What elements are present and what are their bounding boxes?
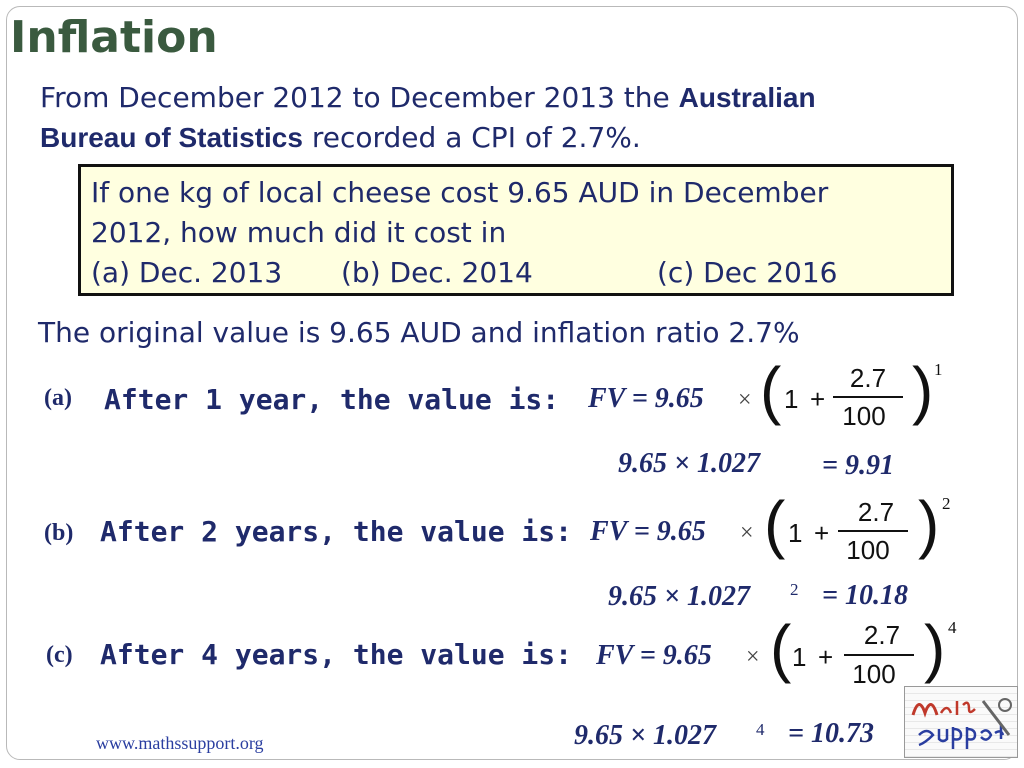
close-paren: ): [912, 354, 934, 426]
maths-support-logo-icon: [904, 686, 1018, 758]
open-paren: (: [764, 488, 786, 560]
exponent: 2: [942, 494, 951, 513]
question-line-2: 2012, how much did it cost in: [91, 216, 507, 249]
part-label: (a): [44, 385, 72, 411]
intro-bold-1: Australian: [678, 82, 816, 113]
fv-formula: FV = 9.65: [590, 516, 706, 547]
fraction-numerator: 2.7: [849, 363, 887, 393]
part-text: After 2 years, the value is:: [100, 515, 573, 548]
fraction-line: [833, 396, 903, 398]
page-title: Inflation: [10, 12, 218, 63]
plus-sign: +: [818, 642, 834, 672]
option-c: (c) Dec 2016: [657, 256, 838, 289]
one-value: 1: [784, 384, 799, 414]
calc-expression: 9.65 × 1.027: [608, 581, 750, 612]
logo-graphic: [911, 698, 1012, 749]
fraction-denominator: 100: [846, 535, 890, 565]
question-options: (a) Dec. 2013 (b) Dec. 2014 (c) Dec 2016: [91, 253, 941, 293]
part-text: After 1 year, the value is:: [104, 383, 560, 416]
part-label: (b): [44, 520, 74, 546]
close-paren: ): [918, 488, 940, 560]
fraction-numerator: 2.7: [857, 497, 895, 527]
close-paren: ): [924, 612, 946, 684]
part-label: (c): [46, 642, 73, 668]
plus-sign: +: [810, 384, 826, 414]
question-line-1: If one kg of local cheese cost 9.65 AUD …: [91, 176, 829, 209]
calc-exponent: 2: [790, 580, 799, 599]
times-sign: ×: [740, 520, 754, 546]
intro-paragraph: From December 2012 to December 2013 the …: [40, 78, 816, 158]
intro-bold-2: Bureau of Statistics: [40, 122, 303, 153]
plus-sign: +: [814, 518, 830, 548]
fraction-denominator: 100: [842, 401, 886, 431]
fraction-line: [844, 654, 914, 656]
exponent: 1: [934, 360, 943, 379]
original-value-statement: The original value is 9.65 AUD and infla…: [38, 316, 800, 349]
option-a: (a) Dec. 2013: [91, 256, 283, 289]
calc-result: = 10.18: [822, 580, 908, 611]
times-sign: ×: [738, 387, 752, 413]
intro-text-2: recorded a CPI of 2.7%.: [302, 121, 641, 154]
calc-result: = 9.91: [822, 450, 894, 481]
calc-expression: 9.65 × 1.027: [618, 448, 760, 479]
one-value: 1: [792, 642, 807, 672]
footer-link[interactable]: www.mathssupport.org: [96, 733, 264, 753]
calc-expression: 9.65 × 1.027: [574, 720, 716, 751]
part-text: After 4 years, the value is:: [100, 638, 573, 671]
calc-result: = 10.73: [788, 718, 874, 749]
fv-formula: FV = 9.65: [596, 640, 712, 671]
exponent: 4: [948, 618, 957, 637]
option-b: (b) Dec. 2014: [341, 256, 533, 289]
times-sign: ×: [746, 644, 760, 670]
intro-text-1: From December 2012 to December 2013 the: [40, 81, 679, 114]
slide-frame: [6, 6, 1018, 760]
fraction-denominator: 100: [852, 659, 896, 689]
one-value: 1: [788, 518, 803, 548]
fraction-line: [838, 530, 908, 532]
question-box: If one kg of local cheese cost 9.65 AUD …: [78, 164, 954, 296]
open-paren: (: [760, 354, 782, 426]
open-paren: (: [770, 612, 792, 684]
fraction-numerator: 2.7: [863, 620, 901, 650]
calc-exponent: 4: [756, 720, 765, 739]
fv-formula: FV = 9.65: [588, 383, 704, 414]
